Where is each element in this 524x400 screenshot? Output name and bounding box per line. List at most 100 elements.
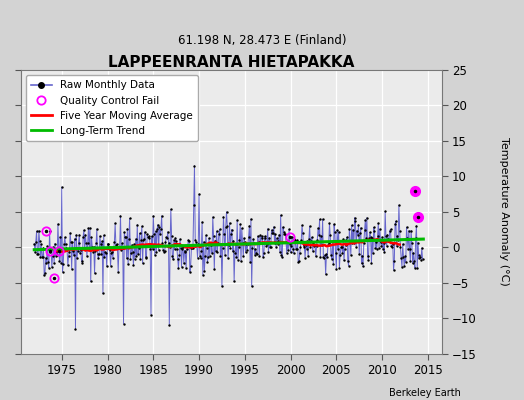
Point	[376, 226, 384, 232]
Point	[376, 239, 385, 246]
Point	[172, 238, 180, 245]
Point	[258, 235, 267, 242]
Point	[98, 238, 106, 244]
Point	[373, 233, 381, 240]
Point	[237, 258, 245, 264]
Point	[183, 243, 192, 250]
Point	[44, 258, 52, 265]
Point	[357, 260, 366, 267]
Point	[75, 231, 83, 238]
Point	[358, 252, 366, 259]
Point	[165, 322, 173, 328]
Point	[60, 241, 68, 247]
Point	[300, 242, 309, 248]
Point	[106, 262, 115, 269]
Point	[55, 258, 63, 264]
Point	[275, 231, 283, 238]
Point	[118, 240, 126, 246]
Point	[120, 229, 128, 236]
Point	[103, 240, 112, 247]
Point	[301, 254, 309, 261]
Point	[61, 241, 70, 248]
Point	[397, 255, 406, 261]
Point	[254, 233, 262, 239]
Point	[371, 244, 379, 251]
Point	[349, 226, 357, 233]
Point	[259, 254, 267, 260]
Point	[41, 254, 50, 261]
Point	[333, 227, 341, 233]
Point	[100, 232, 108, 238]
Point	[356, 230, 364, 236]
Point	[171, 235, 180, 241]
Point	[369, 224, 378, 231]
Point	[117, 246, 125, 253]
Point	[390, 258, 399, 264]
Point	[97, 251, 106, 258]
Point	[265, 234, 274, 241]
Point	[105, 244, 113, 251]
Point	[215, 226, 224, 233]
Point	[413, 264, 421, 271]
Point	[227, 230, 235, 237]
Point	[140, 236, 148, 242]
Point	[222, 209, 231, 215]
Point	[212, 248, 220, 254]
Point	[141, 254, 150, 261]
Point	[41, 269, 49, 276]
Point	[243, 247, 252, 253]
Point	[77, 246, 85, 253]
Point	[54, 244, 63, 251]
Point	[88, 244, 96, 250]
Point	[81, 232, 90, 238]
Point	[84, 225, 93, 231]
Point	[202, 232, 210, 238]
Point	[247, 283, 256, 290]
Point	[134, 251, 142, 257]
Point	[210, 266, 219, 272]
Point	[71, 236, 79, 242]
Point	[331, 229, 339, 236]
Point	[399, 241, 407, 247]
Point	[343, 234, 351, 240]
Point	[73, 254, 81, 261]
Point	[85, 245, 93, 252]
Point	[345, 226, 354, 233]
Point	[59, 260, 68, 267]
Point	[272, 244, 280, 250]
Point	[241, 238, 249, 245]
Point	[159, 247, 167, 253]
Point	[86, 225, 94, 231]
Point	[267, 227, 276, 233]
Point	[126, 256, 135, 262]
Point	[113, 245, 122, 252]
Point	[337, 244, 345, 250]
Point	[150, 230, 158, 237]
Point	[393, 233, 401, 239]
Point	[94, 255, 103, 261]
Point	[102, 249, 110, 256]
Point	[81, 245, 89, 252]
Point	[418, 245, 426, 251]
Point	[244, 241, 252, 247]
Point	[177, 264, 185, 270]
Point	[363, 214, 371, 221]
Point	[203, 259, 212, 265]
Point	[232, 240, 240, 247]
Point	[380, 248, 389, 255]
Point	[135, 230, 144, 236]
Point	[385, 238, 393, 244]
Point	[314, 225, 322, 232]
Point	[78, 258, 86, 264]
Point	[359, 263, 367, 270]
Point	[83, 240, 92, 246]
Point	[188, 245, 196, 251]
Point	[341, 245, 349, 252]
Point	[266, 244, 274, 250]
Point	[136, 256, 145, 262]
Point	[263, 240, 271, 247]
Point	[190, 162, 199, 169]
Point	[322, 271, 330, 278]
Point	[115, 244, 123, 251]
Point	[381, 208, 389, 215]
